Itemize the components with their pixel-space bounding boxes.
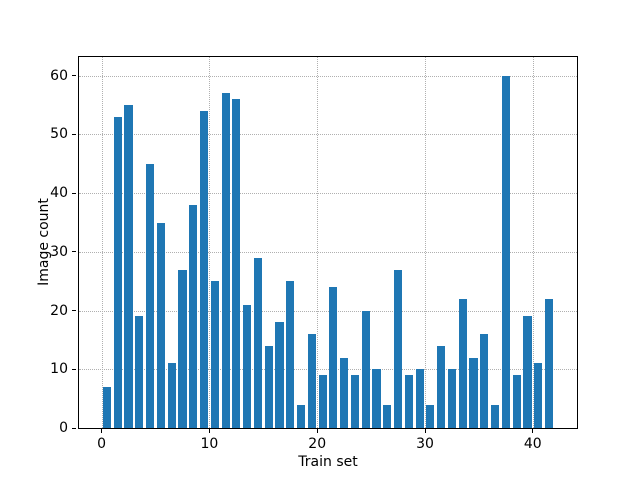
- x-axis-label: Train set: [298, 454, 358, 470]
- bar-5: [146, 163, 155, 428]
- y-tick-label-50: 50: [50, 126, 68, 143]
- x-tick-label-20: 20: [308, 436, 327, 452]
- bar-28: [393, 269, 403, 428]
- y-tick-30: [72, 251, 76, 253]
- bar-32: [437, 345, 446, 428]
- gridline-y-20: [79, 310, 577, 312]
- gridline-y-10: [79, 369, 577, 371]
- y-tick-label-40: 40: [50, 185, 68, 202]
- bar-8: [178, 269, 187, 428]
- bar-40: [523, 316, 532, 428]
- bar-30: [415, 369, 424, 428]
- y-tick-50: [72, 133, 76, 135]
- bar-25: [361, 310, 370, 428]
- bar-18: [286, 281, 295, 428]
- bar-19: [296, 404, 306, 428]
- bar-31: [426, 404, 435, 428]
- y-tick-label-20: 20: [50, 302, 68, 319]
- gridline-x-30: [425, 57, 426, 428]
- bar-22: [329, 287, 338, 428]
- y-tick-label-30: 30: [50, 243, 68, 260]
- bar-17: [275, 322, 284, 428]
- x-tick-label-10: 10: [200, 436, 219, 452]
- bar-39: [512, 375, 521, 428]
- y-tick-60: [72, 75, 76, 77]
- bar-16: [264, 345, 273, 428]
- bar-35: [469, 357, 478, 428]
- bar-10: [199, 111, 209, 428]
- bar-layer: [79, 57, 577, 428]
- bar-15: [253, 257, 263, 428]
- bar-3: [124, 105, 133, 428]
- bar-23: [340, 357, 349, 428]
- bar-12: [221, 93, 230, 428]
- bar-13: [232, 99, 241, 428]
- bar-33: [447, 369, 457, 428]
- bar-34: [458, 298, 467, 428]
- bar-2: [113, 116, 122, 428]
- x-tick-0: [101, 429, 103, 433]
- x-tick-10: [208, 429, 210, 433]
- bar-9: [189, 204, 198, 428]
- y-tick-40: [72, 192, 76, 194]
- bar-20: [307, 334, 316, 428]
- bar-26: [372, 369, 381, 428]
- bar-24: [350, 375, 360, 428]
- y-tick-label-60: 60: [50, 67, 68, 84]
- x-tick-label-0: 0: [97, 436, 107, 452]
- bar-27: [383, 404, 392, 428]
- y-tick-0: [72, 427, 76, 429]
- bar-1: [102, 386, 112, 428]
- y-tick-label-10: 10: [50, 361, 68, 378]
- gridline-y-50: [79, 134, 577, 136]
- bar-38: [501, 75, 510, 428]
- y-tick-20: [72, 310, 76, 312]
- gridline-x-20: [317, 57, 319, 428]
- bar-29: [404, 375, 413, 428]
- plot-area: [78, 56, 578, 429]
- x-tick-label-30: 30: [416, 436, 434, 452]
- bar-36: [480, 334, 489, 428]
- bar-21: [318, 375, 327, 428]
- bar-14: [243, 304, 252, 428]
- x-tick-20: [316, 429, 318, 433]
- gridline-x-10: [209, 57, 211, 428]
- bar-7: [167, 363, 176, 428]
- gridline-x-0: [101, 57, 103, 428]
- gridline-y-30: [79, 251, 577, 253]
- y-axis-label: Image count: [36, 198, 52, 286]
- gridline-y-60: [79, 75, 577, 77]
- bar-37: [490, 404, 500, 428]
- gridline-y-40: [79, 193, 577, 195]
- gridline-x-40: [532, 57, 534, 428]
- bar-42: [544, 298, 554, 428]
- bar-11: [210, 281, 219, 428]
- bar-4: [135, 316, 144, 428]
- grid-layer: [79, 57, 577, 428]
- x-tick-30: [424, 429, 426, 433]
- y-tick-10: [72, 368, 76, 370]
- x-tick-label-40: 40: [523, 436, 542, 452]
- x-tick-40: [532, 429, 534, 433]
- bar-41: [534, 363, 543, 428]
- bar-6: [156, 222, 165, 428]
- y-tick-label-0: 0: [59, 420, 68, 436]
